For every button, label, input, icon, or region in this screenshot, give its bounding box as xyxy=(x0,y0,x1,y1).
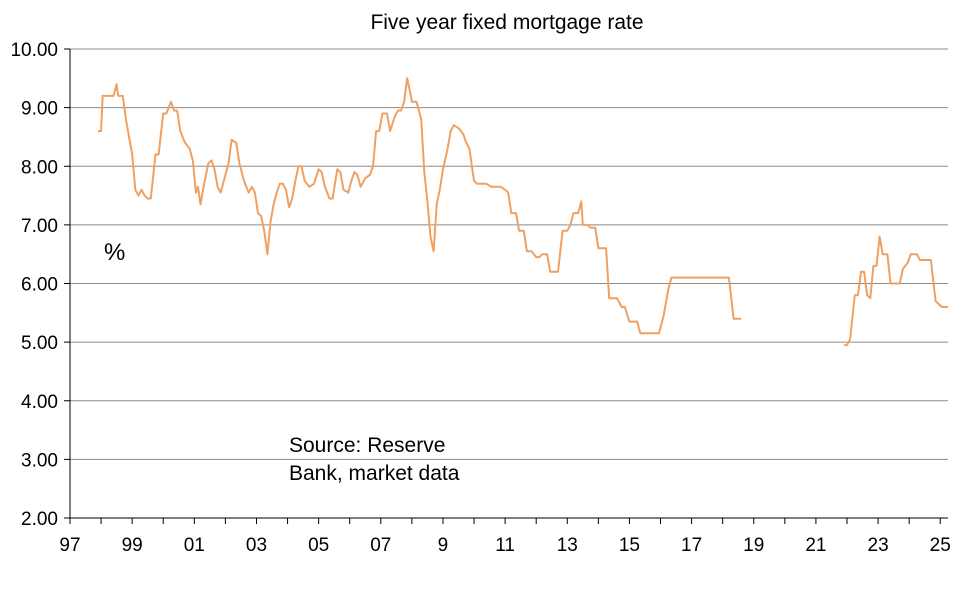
source-note-line-1: Source: Reserve xyxy=(289,434,445,457)
x-tick-label: 99 xyxy=(122,535,143,556)
x-tick-label: 11 xyxy=(495,535,515,556)
y-unit-label: % xyxy=(104,239,125,266)
x-tick-label: 23 xyxy=(868,535,889,556)
y-tick-label: 10.00 xyxy=(10,40,58,61)
y-tick-label: 2.00 xyxy=(21,509,58,530)
series-line-segment xyxy=(98,77,742,335)
x-tick-label: 05 xyxy=(308,535,329,556)
y-tick-label: 6.00 xyxy=(21,275,58,296)
x-tick-label: 17 xyxy=(681,535,702,556)
x-tick-label: 15 xyxy=(619,535,640,556)
y-tick-label: 5.00 xyxy=(21,333,58,354)
x-tick-label: 19 xyxy=(743,535,764,556)
x-tick-label: 97 xyxy=(59,535,80,556)
x-tick-label: 9 xyxy=(438,535,449,556)
chart-title: Five year fixed mortgage rate xyxy=(370,11,643,34)
y-tick-label: 3.00 xyxy=(21,450,58,471)
series-line-segment xyxy=(843,235,948,347)
x-tick-label: 01 xyxy=(184,535,205,556)
x-tick-label: 25 xyxy=(930,535,951,556)
x-tick-label: 07 xyxy=(370,535,391,556)
x-tick-label: 13 xyxy=(557,535,578,556)
y-tick-label: 4.00 xyxy=(21,392,58,413)
x-tick-label: 03 xyxy=(246,535,267,556)
source-note-line-2: Bank, market data xyxy=(289,462,460,485)
y-tick-label: 8.00 xyxy=(21,157,58,178)
y-tick-label: 9.00 xyxy=(21,99,58,120)
x-tick-label: 21 xyxy=(805,535,826,556)
y-tick-label: 7.00 xyxy=(21,216,58,237)
